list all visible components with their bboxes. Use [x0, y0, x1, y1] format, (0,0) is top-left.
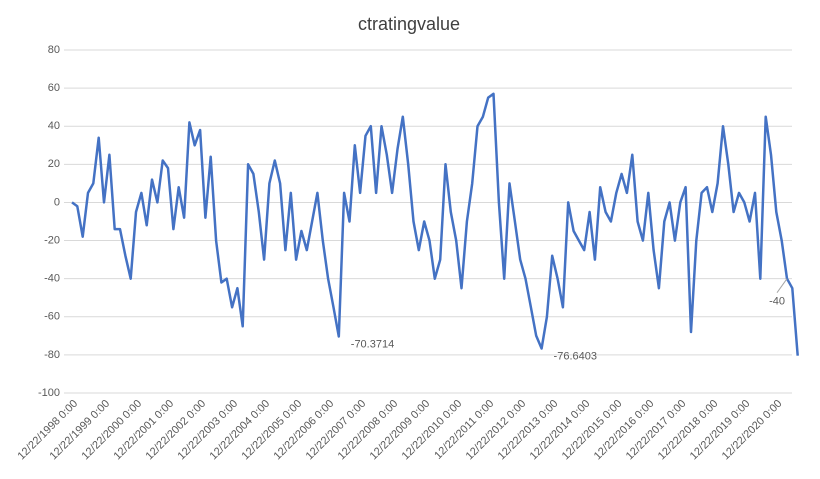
y-tick-label: -20	[44, 234, 60, 246]
y-tick-label: 60	[48, 82, 60, 94]
leader-line	[776, 278, 788, 293]
data-label: -70.3714	[351, 338, 394, 350]
y-tick-label: -80	[44, 349, 60, 361]
y-tick-label: -40	[44, 273, 60, 285]
y-tick-label: 0	[54, 196, 60, 208]
y-tick-label: 40	[48, 120, 60, 132]
y-tick-label: 80	[48, 44, 60, 56]
chart-title: ctratingvalue	[358, 14, 460, 34]
data-label: -40	[769, 296, 785, 308]
data-label: -76.6403	[554, 350, 597, 362]
y-tick-label: 20	[48, 158, 60, 170]
data-line	[71, 92, 799, 356]
y-tick-label: -100	[38, 387, 60, 399]
x-tick-label: 12/22/2020 0:00	[720, 398, 785, 463]
y-tick-label: -60	[44, 311, 60, 323]
